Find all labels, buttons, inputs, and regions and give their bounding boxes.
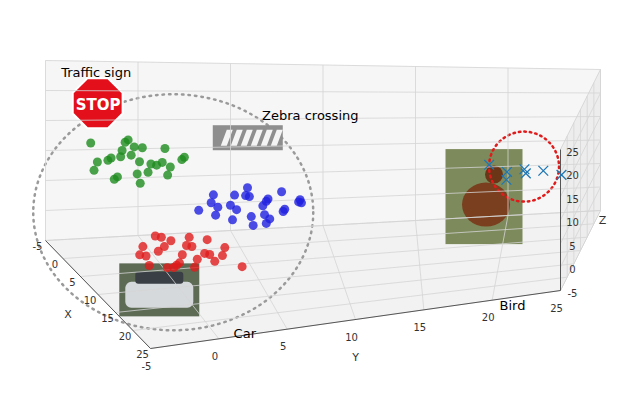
svg-text:25: 25 bbox=[550, 303, 563, 314]
svg-text:15: 15 bbox=[101, 313, 114, 324]
svg-text:0: 0 bbox=[212, 351, 218, 362]
svg-text:5: 5 bbox=[569, 241, 575, 252]
svg-text:X: X bbox=[64, 308, 72, 321]
svg-text:Y: Y bbox=[351, 351, 359, 364]
svg-text:5: 5 bbox=[280, 341, 286, 352]
svg-text:Traffic sign: Traffic sign bbox=[60, 65, 131, 80]
svg-text:15: 15 bbox=[566, 194, 579, 205]
svg-text:25: 25 bbox=[136, 349, 149, 360]
svg-text:20: 20 bbox=[119, 331, 132, 342]
svg-text:-5: -5 bbox=[142, 361, 152, 372]
svg-text:-5: -5 bbox=[33, 241, 43, 252]
svg-text:20: 20 bbox=[482, 312, 495, 323]
svg-text:10: 10 bbox=[84, 295, 97, 306]
svg-text:Bird: Bird bbox=[500, 298, 526, 313]
svg-text:15: 15 bbox=[413, 322, 426, 333]
svg-text:STOP: STOP bbox=[76, 96, 121, 114]
svg-text:0: 0 bbox=[569, 264, 575, 275]
svg-text:10: 10 bbox=[566, 217, 579, 228]
svg-text:-5: -5 bbox=[568, 288, 578, 299]
svg-text:Car: Car bbox=[234, 326, 257, 341]
svg-text:25: 25 bbox=[566, 147, 579, 158]
svg-text:0: 0 bbox=[52, 259, 58, 270]
svg-text:Zebra crossing: Zebra crossing bbox=[262, 108, 358, 123]
svg-text:20: 20 bbox=[566, 170, 579, 181]
svg-text:5: 5 bbox=[69, 277, 75, 288]
svg-text:Z: Z bbox=[599, 214, 607, 227]
svg-text:10: 10 bbox=[345, 332, 358, 343]
